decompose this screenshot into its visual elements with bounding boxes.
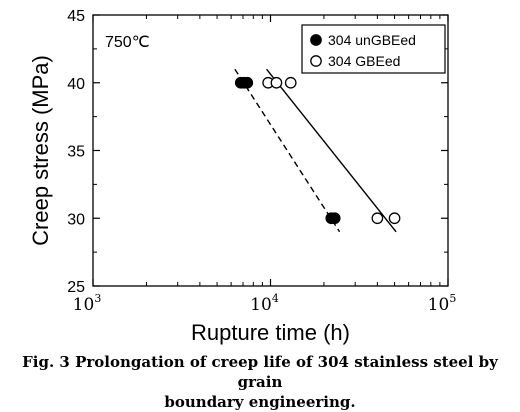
point-GBEed	[388, 212, 401, 225]
point-unGBEed	[328, 212, 341, 225]
y-tick-label: 35	[67, 144, 85, 161]
x-tick-label: 105	[428, 292, 457, 315]
figure-caption: Fig. 3 Prolongation of creep life of 304…	[0, 352, 520, 412]
x-tick-label: 103	[73, 292, 102, 315]
y-tick-label: 40	[67, 76, 85, 93]
caption-line-1: Fig. 3 Prolongation of creep life of 304…	[22, 353, 498, 391]
temperature-annotation: 750℃	[105, 34, 150, 51]
y-tick-label: 30	[67, 211, 85, 228]
y-tick-label: 25	[67, 279, 85, 296]
fit-line-unGBEed	[234, 68, 341, 233]
point-GBEed	[270, 76, 283, 89]
legend-box	[301, 24, 446, 74]
y-axis-label: Creep stress (MPa)	[28, 55, 53, 246]
legend-marker-unGBEed	[310, 34, 322, 46]
fit-line-GBEed	[265, 68, 397, 233]
legend-label-GBEed: 304 GBEed	[328, 53, 400, 69]
legend-marker-GBEed	[310, 55, 322, 67]
point-GBEed	[371, 212, 384, 225]
x-axis-label: Rupture time (h)	[191, 320, 350, 345]
axis-ticks	[92, 14, 449, 287]
x-tick-label: 104	[250, 292, 279, 315]
point-unGBEed	[241, 76, 254, 89]
y-tick-label: 45	[67, 8, 85, 25]
data-points	[234, 76, 401, 225]
fit-lines	[234, 68, 397, 233]
legend-label-unGBEed: 304 unGBEed	[328, 32, 416, 48]
caption-line-2: boundary engineering.	[164, 393, 356, 411]
tick-labels: 25 30 35 40 45 103 104 105	[67, 8, 456, 315]
legend: 304 unGBEed 304 GBEed	[301, 24, 446, 74]
point-GBEed	[284, 76, 297, 89]
